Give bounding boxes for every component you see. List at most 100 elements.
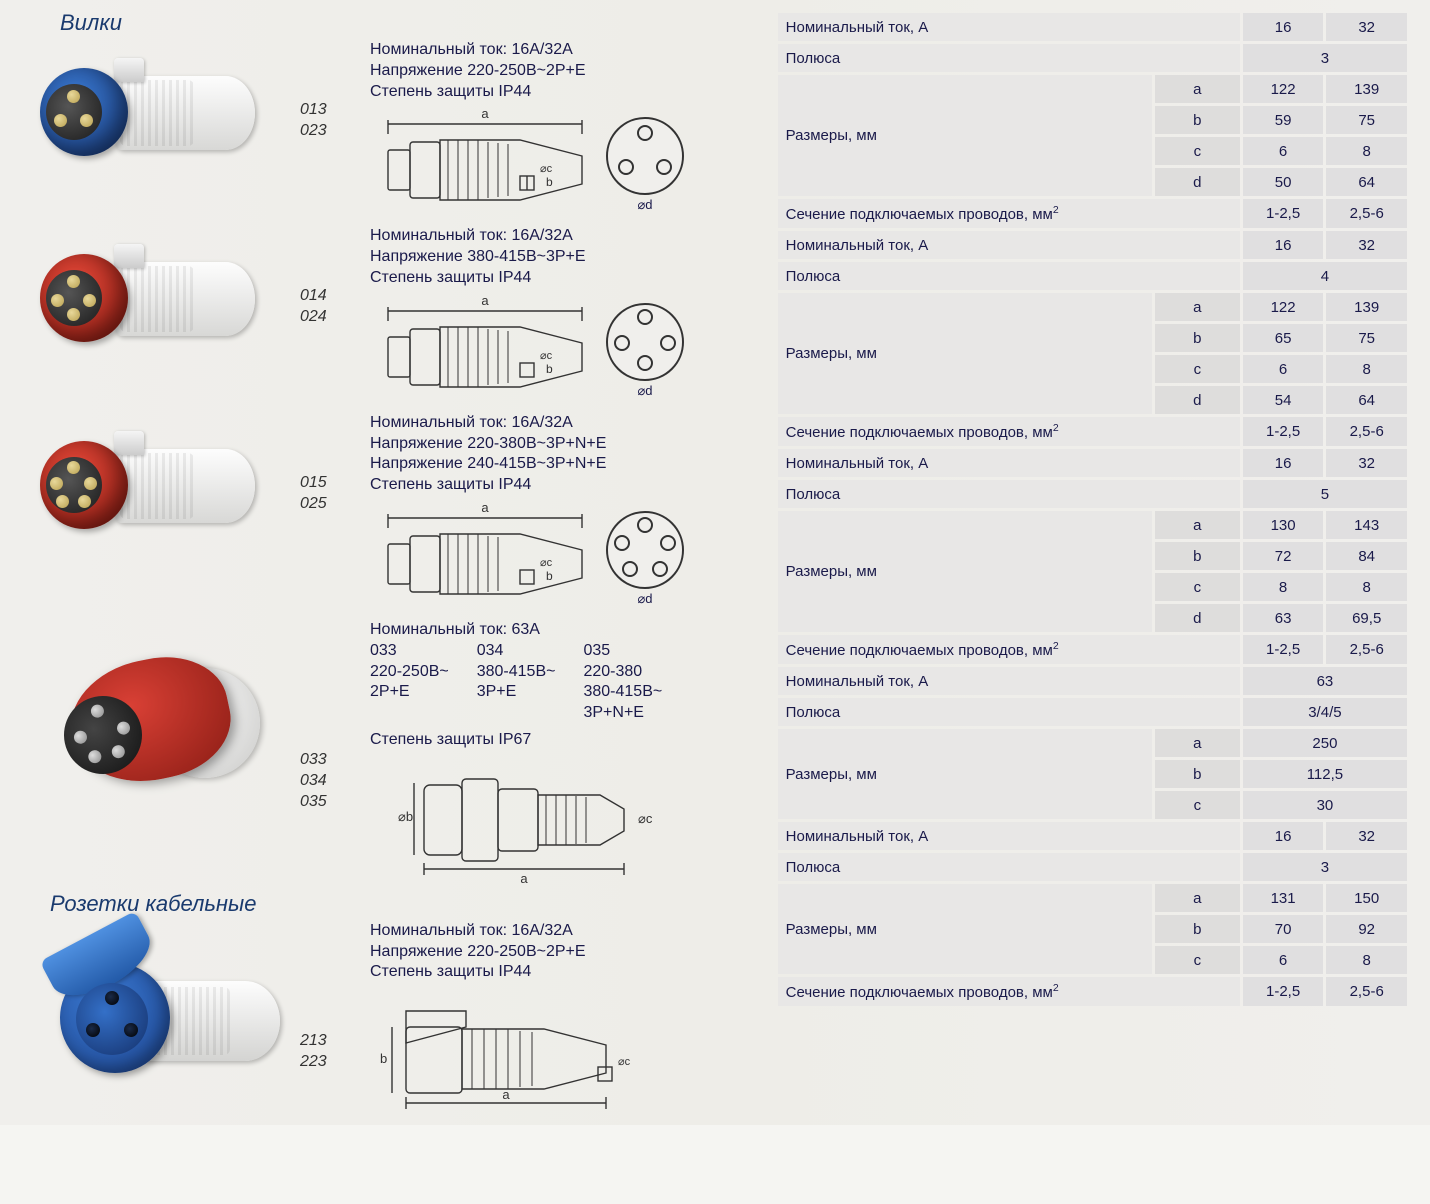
cell: 75: [1326, 324, 1407, 352]
label-nominal: Номинальный ток, А: [778, 13, 1240, 41]
svg-text:b: b: [546, 175, 553, 189]
product-row-014: 014 024 Номинальный ток: 16А/32А Напряже…: [20, 226, 755, 410]
dim-a-label: a: [481, 106, 489, 121]
cell: 130: [1243, 511, 1324, 539]
cell: b: [1155, 542, 1240, 570]
cell: 54: [1243, 386, 1324, 414]
cell: 16: [1243, 231, 1324, 259]
cell: 2,5-6: [1326, 417, 1407, 446]
cell: 1-2,5: [1243, 635, 1324, 664]
cell: b: [1155, 760, 1240, 788]
cell: 2,5-6: [1326, 977, 1407, 1006]
product-photo: [20, 921, 300, 1091]
cell: 139: [1326, 293, 1407, 321]
tech-diagram: a: [370, 106, 755, 224]
d-diam-label: ⌀d: [606, 591, 684, 608]
cell: 1-2,5: [1243, 417, 1324, 446]
cell: 75: [1326, 106, 1407, 134]
tech-diagram: a ⌀c: [370, 500, 755, 618]
spec-table: Номинальный ток, А1632Полюса3Размеры, мм…: [775, 10, 1410, 1009]
cell: 122: [1243, 293, 1324, 321]
cell: 72: [1243, 542, 1324, 570]
cell: 6: [1243, 355, 1324, 383]
product-specs: Номинальный ток: 16А/32А Напряжение 380-…: [370, 226, 755, 410]
product-row-63a: 033 034 035 Номинальный ток: 63А 033 220…: [20, 620, 755, 885]
svg-text:a: a: [520, 871, 528, 885]
label-wire: Сечение подключаемых проводов, мм2: [778, 199, 1240, 228]
pin-face-4: [606, 303, 684, 381]
cell: 6: [1243, 137, 1324, 165]
tech-diagram: a: [370, 293, 755, 411]
svg-text:b: b: [546, 362, 553, 376]
d-diam-label: ⌀d: [606, 197, 684, 214]
cell: 3: [1243, 853, 1407, 881]
label-nominal: Номинальный ток, А: [778, 231, 1240, 259]
cell: 16: [1243, 822, 1324, 850]
label-poles: Полюса: [778, 698, 1240, 726]
label-dims: Размеры, мм: [778, 729, 1152, 819]
cell: 63: [1243, 667, 1407, 695]
label-dims: Размеры, мм: [778, 75, 1152, 196]
cell: 8: [1243, 573, 1324, 601]
product-codes: 015 025: [300, 413, 370, 515]
cell: 84: [1326, 542, 1407, 570]
plugs-title: Вилки: [60, 10, 755, 36]
product-specs: Номинальный ток: 63А 033 220-250В~ 2Р+Е …: [370, 620, 755, 885]
pin-face-5: [606, 511, 684, 589]
cell: 2,5-6: [1326, 635, 1407, 664]
product-row-013: 013 023 Номинальный ток: 16А/32А Напряже…: [20, 40, 755, 224]
product-specs: Номинальный ток: 16А/32А Напряжение 220-…: [370, 413, 755, 618]
cell: 112,5: [1243, 760, 1407, 788]
left-column: Вилки 013 023: [20, 10, 775, 1115]
label-wire: Сечение подключаемых проводов, мм2: [778, 635, 1240, 664]
cell: d: [1155, 168, 1240, 196]
cell: 32: [1326, 822, 1407, 850]
cell: c: [1155, 573, 1240, 601]
cell: b: [1155, 324, 1240, 352]
cell: b: [1155, 915, 1240, 943]
cell: 32: [1326, 13, 1407, 41]
cell: 64: [1326, 168, 1407, 196]
cell: 8: [1326, 355, 1407, 383]
cell: d: [1155, 386, 1240, 414]
cell: c: [1155, 355, 1240, 383]
svg-text:⌀c: ⌀c: [618, 1056, 631, 1068]
product-codes: 014 024: [300, 226, 370, 328]
product-photo: [20, 620, 300, 820]
product-specs: Номинальный ток: 16А/32А Напряжение 220-…: [370, 921, 755, 1113]
label-wire: Сечение подключаемых проводов, мм2: [778, 977, 1240, 1006]
product-codes: 033 034 035: [300, 620, 370, 812]
cell: c: [1155, 137, 1240, 165]
cell: 139: [1326, 75, 1407, 103]
svg-text:a: a: [481, 293, 489, 308]
right-column: Номинальный ток, А1632Полюса3Размеры, мм…: [775, 10, 1410, 1115]
product-codes: 213 223: [300, 921, 370, 1073]
product-photo: [20, 413, 300, 558]
cell: a: [1155, 884, 1240, 912]
tech-diagram-socket: ⌀c b a: [370, 987, 755, 1113]
product-row-015: 015 025 Номинальный ток: 16А/32А Напряже…: [20, 413, 755, 618]
label-dims: Размеры, мм: [778, 293, 1152, 414]
cell: a: [1155, 75, 1240, 103]
cell: 8: [1326, 946, 1407, 974]
cell: 59: [1243, 106, 1324, 134]
cell: 131: [1243, 884, 1324, 912]
cell: 92: [1326, 915, 1407, 943]
cell: 70: [1243, 915, 1324, 943]
label-nominal: Номинальный ток, А: [778, 449, 1240, 477]
cell: c: [1155, 791, 1240, 819]
label-poles: Полюса: [778, 44, 1240, 72]
svg-text:a: a: [481, 500, 489, 515]
cell: d: [1155, 604, 1240, 632]
svg-text:⌀b: ⌀b: [398, 809, 413, 824]
cell: 50: [1243, 168, 1324, 196]
cell: 65: [1243, 324, 1324, 352]
cell: 8: [1326, 137, 1407, 165]
cell: 122: [1243, 75, 1324, 103]
cell: a: [1155, 511, 1240, 539]
label-dims: Размеры, мм: [778, 511, 1152, 632]
label-nominal: Номинальный ток, А: [778, 667, 1240, 695]
cell: 2,5-6: [1326, 199, 1407, 228]
cell: 143: [1326, 511, 1407, 539]
product-codes: 013 023: [300, 40, 370, 142]
